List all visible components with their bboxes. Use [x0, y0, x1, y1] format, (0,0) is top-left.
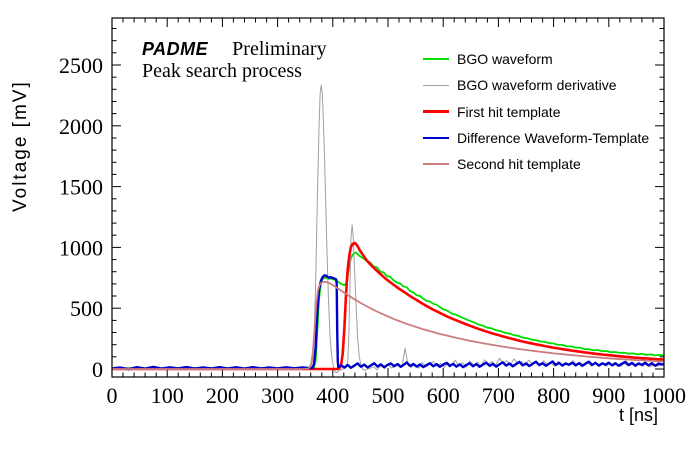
x-tick-label: 700: [482, 383, 515, 408]
y-tick-label: 0: [92, 357, 103, 382]
legend-swatch-line: [423, 84, 449, 87]
legend: BGO waveform BGO waveform derivative First…: [423, 46, 649, 177]
x-tick-label: 200: [206, 383, 239, 408]
legend-swatch-line: [423, 57, 449, 61]
legend-item: First hit template: [423, 99, 649, 125]
x-tick-label: 1000: [642, 383, 686, 408]
series-first-hit-template: [112, 241, 665, 371]
legend-swatch-line: [423, 136, 449, 140]
series-second-hit-template: [112, 280, 665, 370]
legend-label: BGO waveform: [457, 51, 553, 68]
experiment-label: PADME: [142, 39, 209, 59]
x-tick-label: 500: [372, 383, 405, 408]
x-tick-label: 900: [592, 383, 625, 408]
legend-item: Second hit template: [423, 151, 649, 177]
legend-label: BGO waveform derivative: [457, 77, 617, 94]
legend-label: Second hit template: [457, 156, 581, 173]
legend-swatch-line: [423, 163, 449, 166]
legend-item: BGO waveform derivative: [423, 72, 649, 98]
preliminary-label: Preliminary: [232, 38, 327, 60]
y-tick-label: 2500: [59, 53, 103, 78]
x-tick-label: 800: [537, 383, 570, 408]
y-tick-label: 500: [70, 296, 103, 321]
x-tick-label: 300: [261, 383, 294, 408]
legend-label: Difference Waveform-Template: [457, 130, 650, 147]
x-tick-label: 100: [151, 383, 184, 408]
y-tick-label: 1000: [59, 235, 103, 260]
legend-label: First hit template: [457, 103, 561, 120]
plot-frame: [111, 17, 665, 378]
x-axis-title: t [ns]: [618, 405, 658, 425]
plot-subtitle: Peak search process: [142, 60, 302, 82]
legend-item: BGO waveform: [423, 46, 649, 72]
legend-swatch-line: [423, 110, 449, 114]
y-axis-title: Voltage [mV]: [10, 80, 31, 212]
plot-title-line1: PADME Preliminary: [142, 38, 327, 61]
x-tick-labels: 0 100 200 300 400 500 600 700 800 900 1000: [107, 383, 687, 408]
axis-ticks: [111, 18, 665, 377]
x-tick-label: 600: [427, 383, 460, 408]
legend-item: Difference Waveform-Template: [423, 125, 649, 151]
y-tick-label: 2000: [59, 114, 103, 139]
y-tick-labels: 0 500 1000 1500 2000 2500: [59, 53, 103, 382]
x-tick-label: 0: [107, 383, 118, 408]
x-tick-label: 400: [316, 383, 349, 408]
y-tick-label: 1500: [59, 175, 103, 200]
